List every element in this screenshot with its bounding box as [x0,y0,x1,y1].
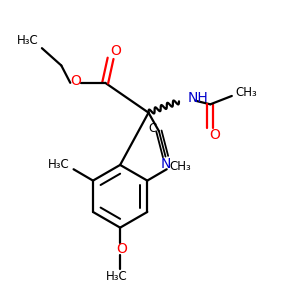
Text: N: N [161,157,171,171]
Text: O: O [209,128,220,142]
Text: CH₃: CH₃ [169,160,191,173]
Text: O: O [110,44,121,58]
Text: CH₃: CH₃ [235,86,257,99]
Text: H₃C: H₃C [106,269,128,283]
Text: O: O [116,242,127,256]
Text: H₃C: H₃C [48,158,70,171]
Text: C: C [148,122,157,135]
Text: H₃C: H₃C [17,34,38,47]
Text: O: O [70,74,81,88]
Text: NH: NH [187,91,208,105]
